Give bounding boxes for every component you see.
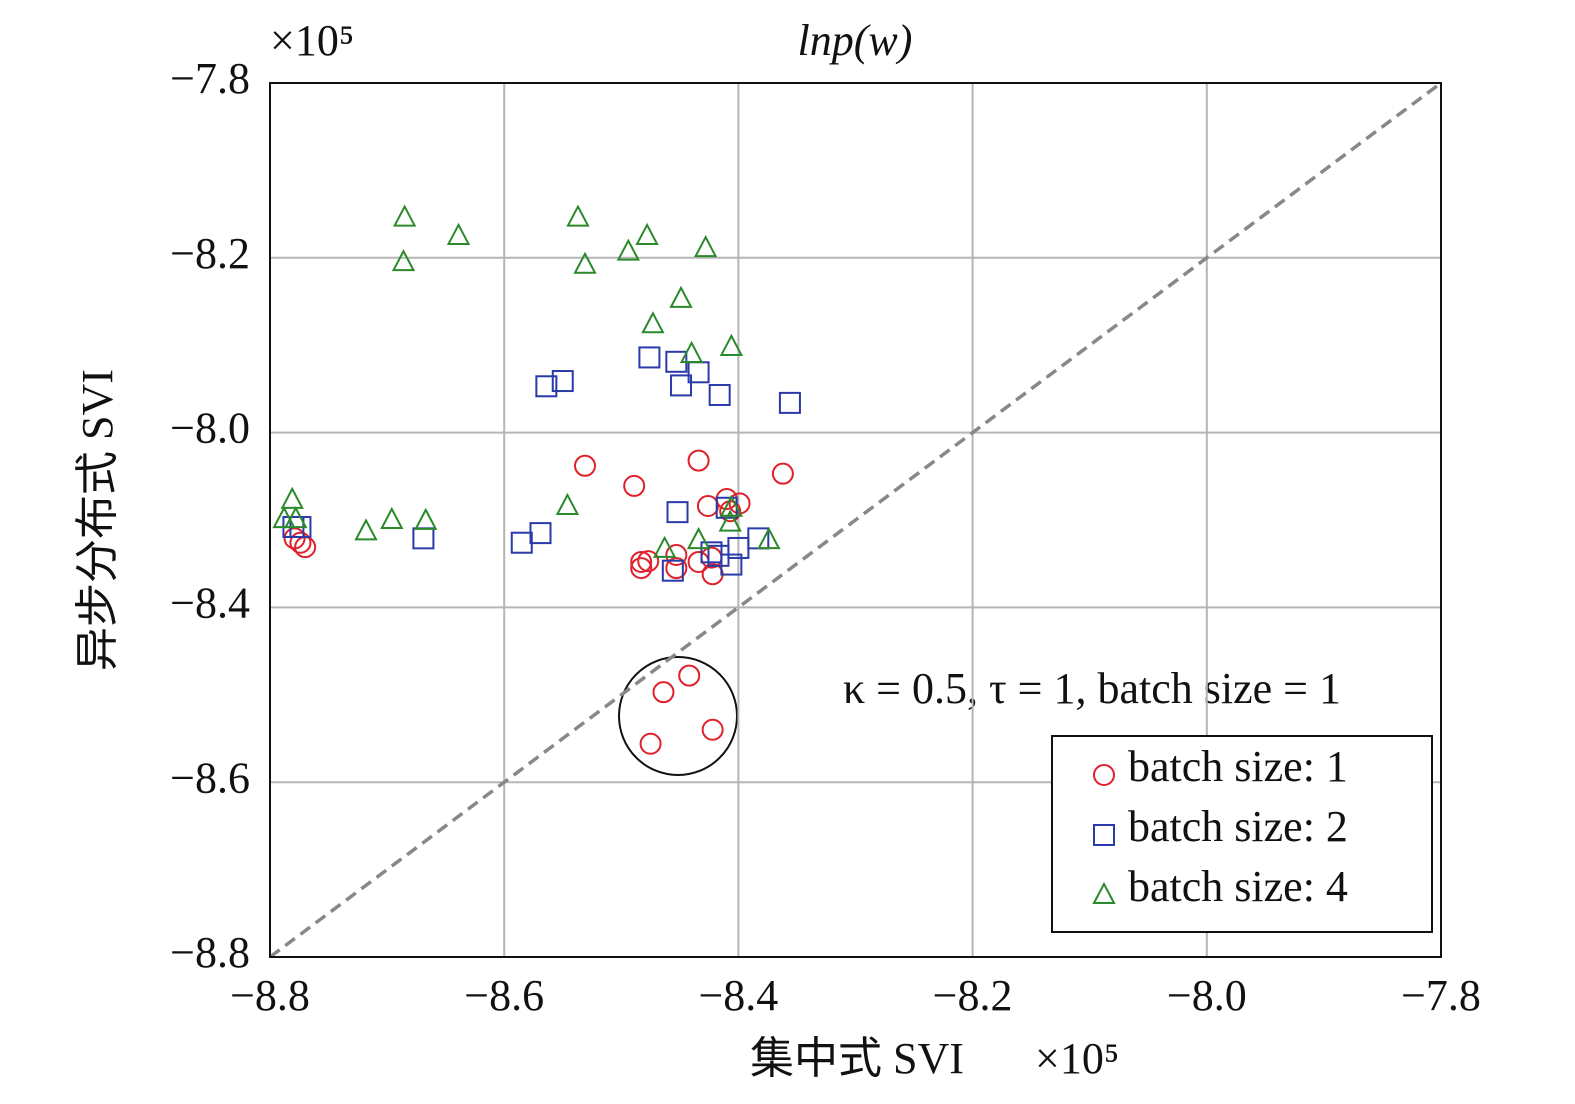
x-tick-label: −8.6 — [464, 971, 544, 1020]
point — [616, 238, 640, 261]
chart-title: lnp(w) — [798, 16, 913, 65]
x-tick-label: −7.8 — [1401, 971, 1481, 1020]
point — [778, 391, 801, 414]
point — [551, 370, 574, 393]
point — [666, 501, 689, 524]
y-axis-label: 异步分布式 SVI — [73, 369, 122, 671]
plot-frame — [269, 82, 1442, 958]
point — [354, 518, 378, 541]
point — [573, 454, 596, 477]
point — [719, 494, 744, 517]
point — [679, 340, 704, 363]
point — [638, 346, 661, 369]
y-multiplier: ×10⁵ — [270, 16, 354, 65]
point — [566, 204, 590, 227]
point — [272, 505, 296, 529]
point — [639, 732, 662, 755]
point — [510, 531, 533, 554]
point — [747, 527, 770, 550]
point — [719, 500, 742, 523]
reference-line — [268, 81, 1443, 959]
point — [686, 526, 711, 550]
point — [757, 526, 781, 550]
point — [284, 505, 308, 529]
legend-box — [1051, 735, 1433, 933]
point — [446, 222, 471, 245]
x-tick-label: −8.2 — [933, 971, 1013, 1020]
point — [630, 557, 653, 580]
point — [718, 509, 742, 532]
point — [623, 474, 646, 497]
highlight-circle — [618, 656, 738, 776]
y-tick-label: −8.4 — [170, 578, 250, 627]
point — [630, 550, 653, 573]
x-tick-label: −8.4 — [698, 971, 778, 1020]
point — [289, 531, 312, 554]
annotation: κ = 0.5, τ = 1, batch size = 1 — [843, 664, 1341, 713]
point — [771, 462, 794, 485]
legend-marker — [1092, 881, 1116, 904]
legend-label: batch size: 2 — [1128, 802, 1348, 851]
point — [687, 449, 710, 472]
legend-label: batch size: 1 — [1128, 742, 1348, 791]
point — [708, 384, 731, 407]
legend-marker — [1093, 764, 1115, 786]
point — [641, 311, 665, 334]
y-tick-label: −7.8 — [170, 54, 250, 103]
point — [391, 249, 416, 272]
point — [635, 222, 659, 245]
point — [412, 527, 435, 550]
x-multiplier: ×10⁵ — [1035, 1034, 1119, 1083]
y-tick-label: −8.6 — [170, 753, 250, 802]
point — [535, 375, 558, 398]
y-tick-label: −8.0 — [170, 404, 250, 453]
point — [700, 541, 723, 564]
point — [555, 492, 580, 516]
point — [573, 251, 597, 274]
point — [665, 543, 688, 566]
point — [280, 486, 304, 509]
x-axis-label: 集中式 SVI — [750, 1034, 964, 1083]
point — [661, 559, 684, 582]
point — [720, 553, 743, 576]
legend-label: batch size: 4 — [1128, 862, 1348, 911]
x-tick-label: −8.0 — [1167, 971, 1247, 1020]
point — [652, 681, 675, 704]
point — [669, 285, 693, 308]
point — [380, 506, 404, 529]
point — [670, 374, 693, 397]
y-tick-label: −8.2 — [170, 229, 250, 278]
point — [665, 557, 688, 580]
point — [696, 495, 719, 518]
point — [678, 664, 701, 687]
y-tick-label: −8.8 — [170, 928, 250, 977]
point — [414, 507, 438, 530]
point — [719, 333, 744, 356]
point — [529, 522, 552, 545]
point — [701, 718, 724, 741]
point — [393, 204, 417, 227]
point — [652, 535, 677, 558]
legend-marker — [1093, 824, 1115, 846]
point — [637, 550, 660, 573]
point — [693, 235, 718, 258]
x-tick-label: −8.8 — [230, 971, 310, 1020]
